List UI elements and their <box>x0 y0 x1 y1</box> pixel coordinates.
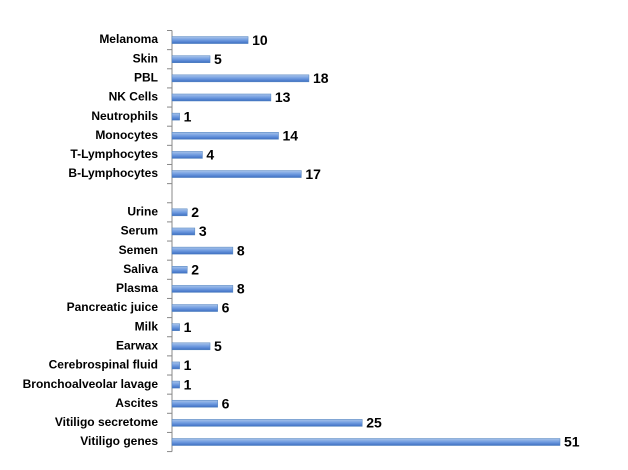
y-tick-label: Monocytes <box>95 128 158 142</box>
y-tick-label: Saliva <box>123 262 158 276</box>
bar <box>171 380 180 389</box>
value-label: 6 <box>222 300 230 316</box>
value-label: 6 <box>222 395 230 411</box>
bar <box>171 55 211 63</box>
bar <box>171 208 188 217</box>
value-label: 25 <box>366 415 382 431</box>
bar <box>171 419 363 427</box>
value-label: 13 <box>275 89 291 105</box>
value-label: 1 <box>184 108 192 124</box>
value-label: 18 <box>313 70 329 86</box>
bar <box>171 170 302 178</box>
y-tick-label: Serum <box>121 224 158 238</box>
y-tick-label: Ascites <box>115 396 158 410</box>
y-tick-label: Vitiligo genes <box>80 434 158 448</box>
value-label: 3 <box>199 223 207 239</box>
bar <box>171 399 218 408</box>
bar <box>171 112 180 121</box>
y-tick-label: Milk <box>135 319 159 333</box>
y-tick-label: Bronchoalveolar lavage <box>23 377 159 391</box>
value-label: 8 <box>237 281 245 297</box>
bar <box>171 93 272 102</box>
y-tick-label: Semen <box>119 243 158 257</box>
bar <box>171 151 203 159</box>
value-label: 1 <box>184 319 192 335</box>
y-tick-label: Melanoma <box>99 32 158 46</box>
bar <box>171 304 218 312</box>
y-tick-label: Plasma <box>116 281 158 295</box>
bar <box>171 323 180 331</box>
bar <box>171 285 234 293</box>
bar <box>171 266 188 274</box>
value-label: 8 <box>237 242 245 258</box>
y-tick-label: PBL <box>134 71 158 85</box>
value-label: 2 <box>191 204 199 220</box>
value-label: 14 <box>283 127 299 143</box>
bar <box>171 246 234 255</box>
y-tick-label: Vitiligo secretome <box>55 415 158 429</box>
bar <box>171 74 310 83</box>
value-label: 51 <box>564 434 580 450</box>
y-tick-label: Earwax <box>116 338 158 352</box>
value-label: 1 <box>184 357 192 373</box>
y-tick-label: Urine <box>127 205 158 219</box>
bar <box>171 36 249 44</box>
bar <box>171 132 279 140</box>
y-tick-label: B-Lymphocytes <box>68 166 158 180</box>
y-tick-label: Pancreatic juice <box>67 300 159 314</box>
bar <box>171 342 211 351</box>
value-label: 2 <box>191 261 199 277</box>
y-tick-label: Neutrophils <box>91 109 158 123</box>
value-label: 10 <box>252 32 268 48</box>
bar <box>171 361 180 370</box>
value-label: 4 <box>206 147 214 163</box>
bar <box>171 227 196 236</box>
y-tick-label: Cerebrospinal fluid <box>49 358 158 372</box>
y-tick-label: T-Lymphocytes <box>70 147 158 161</box>
value-label: 1 <box>184 376 192 392</box>
bar <box>171 438 561 446</box>
value-label: 5 <box>214 51 222 67</box>
value-label: 5 <box>214 338 222 354</box>
y-tick-label: NK Cells <box>109 90 159 104</box>
y-tick-label: Skin <box>133 51 158 65</box>
value-label: 17 <box>305 166 321 182</box>
